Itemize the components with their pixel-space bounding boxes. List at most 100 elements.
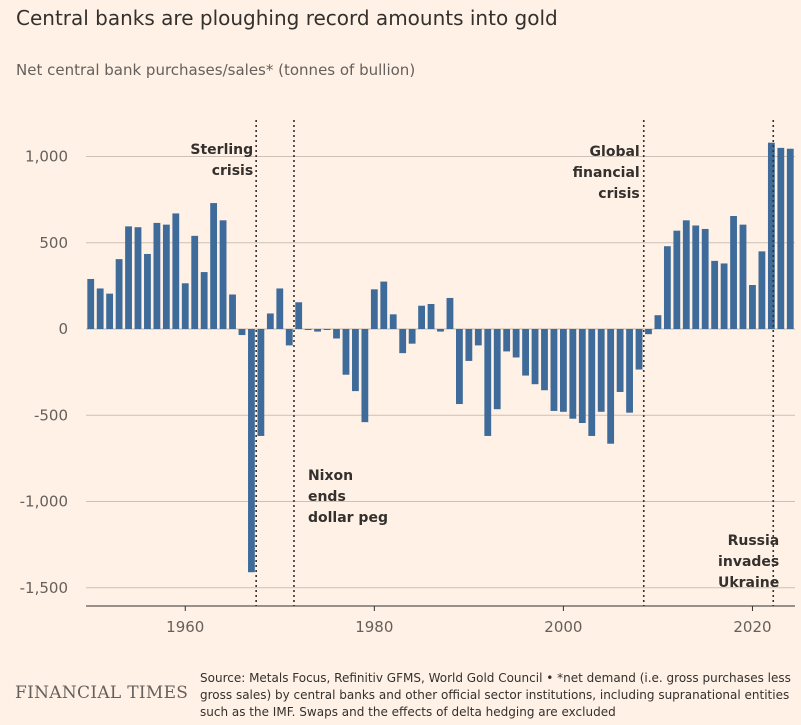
bar [210,203,218,329]
bar [172,213,180,329]
bar [418,305,425,329]
annotation-label: Sterling [190,142,253,158]
bar [616,329,624,392]
bar [588,329,596,436]
bar [399,329,407,354]
bar [739,224,747,329]
bar [673,230,681,329]
annotation-label: crisis [598,186,639,202]
y-tick-label: 500 [39,234,68,252]
bar [569,329,577,419]
bar [512,329,520,358]
bar [597,329,605,412]
chart-subtitle: Net central bank purchases/sales* (tonne… [16,61,416,79]
bar [134,227,142,329]
bar [427,303,435,329]
bar [701,228,709,329]
bar [266,313,274,329]
bar [361,329,369,423]
annotation-label: Global [590,144,640,160]
y-tick-label: 0 [58,320,68,338]
bar [654,315,662,329]
bar [578,329,586,424]
x-tick-label: 2020 [733,618,771,636]
bar [493,329,501,410]
annotation-label: financial [573,165,640,181]
chart-title: Central banks are ploughing record amoun… [16,6,558,30]
x-tick-label: 1960 [166,618,204,636]
bar [352,329,359,392]
bar [465,329,473,361]
bar [720,263,728,329]
bar [607,329,615,444]
bar [550,329,558,411]
bar [503,329,511,352]
bar [304,329,312,330]
annotation-label: dollar peg [308,510,388,526]
annotation-label: Ukraine [718,575,779,591]
bar [323,329,331,330]
bar [531,329,539,385]
annotation-label: ends [308,489,346,505]
bar [87,278,95,329]
bar [522,329,529,376]
bar [162,224,170,329]
bar [777,147,785,329]
bar [285,329,293,346]
y-tick-label: -1,000 [20,493,68,511]
bar [96,288,104,329]
bar [191,235,199,329]
bar [219,220,227,329]
source-note: Source: Metals Focus, Refinitiv GFMS, Wo… [200,671,791,719]
bar [559,329,567,412]
bar [541,329,548,391]
annotation-label: Russia [728,533,780,549]
bar [645,329,652,335]
bar [295,302,303,329]
bar [749,285,756,329]
x-tick-label: 2000 [544,618,582,636]
bar [389,314,397,329]
bar [125,226,132,329]
ft-logo: FINANCIAL TIMES [15,683,189,703]
bar [626,329,633,413]
bar [711,260,719,329]
x-tick-label: 1980 [355,618,393,636]
bar [144,253,151,329]
bar [181,283,189,329]
annotation-label: invades [718,554,779,570]
bar [276,288,284,329]
bar [370,289,378,329]
bar [380,281,388,329]
bar [257,329,265,436]
bar [730,216,737,329]
bar [446,297,454,329]
bar [248,329,255,573]
bar [314,329,322,332]
annotation-label: crisis [212,163,253,179]
bar [106,293,114,329]
bar [408,329,416,344]
bar [663,246,671,329]
y-tick-label: 1,000 [25,148,68,166]
bar [474,329,482,346]
annotation-label: Nixon [308,468,353,484]
bar [238,329,246,336]
bar [200,272,208,329]
bar [456,329,463,405]
y-tick-label: -500 [34,406,68,424]
bar-chart: 1,000 500 0 -500 -1,000 -1,500 1960 1980 2000 202… [20,120,795,636]
bar [635,329,643,370]
y-tick-label: -1,500 [20,579,68,597]
bar [229,294,236,329]
bar [692,225,700,329]
bar [682,220,690,329]
bar [115,259,123,329]
bar [153,222,161,329]
bar [437,329,444,332]
bar [786,148,794,329]
bar [342,329,350,375]
bar [758,251,766,329]
bar [767,142,775,329]
bar [484,329,492,436]
